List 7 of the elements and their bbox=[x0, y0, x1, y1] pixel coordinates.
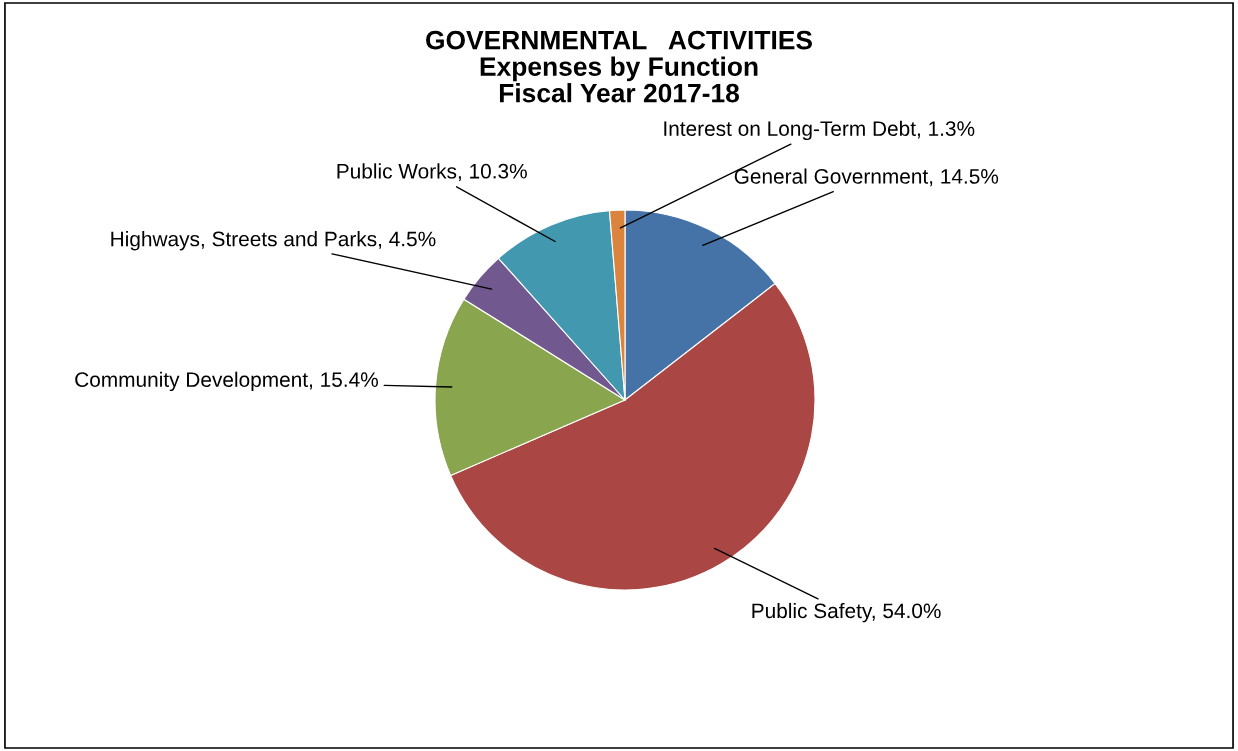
slice-label: Public Works, 10.3% bbox=[337, 163, 527, 182]
slice-label: Highways, Streets and Parks, 4.5% bbox=[111, 231, 436, 251]
slice-label: General Government, 14.5% bbox=[734, 168, 999, 187]
slice-label: Public Safety, 54.0% bbox=[752, 602, 941, 623]
slice-label: Interest on Long-Term Debt, 1.3% bbox=[664, 120, 975, 141]
chart-title: GOVERNMENTAL ACTIVITIES Expenses by Function Fiscal Year 2017-18 bbox=[426, 30, 812, 103]
slice-label: Community Development, 15.4% bbox=[75, 371, 378, 392]
